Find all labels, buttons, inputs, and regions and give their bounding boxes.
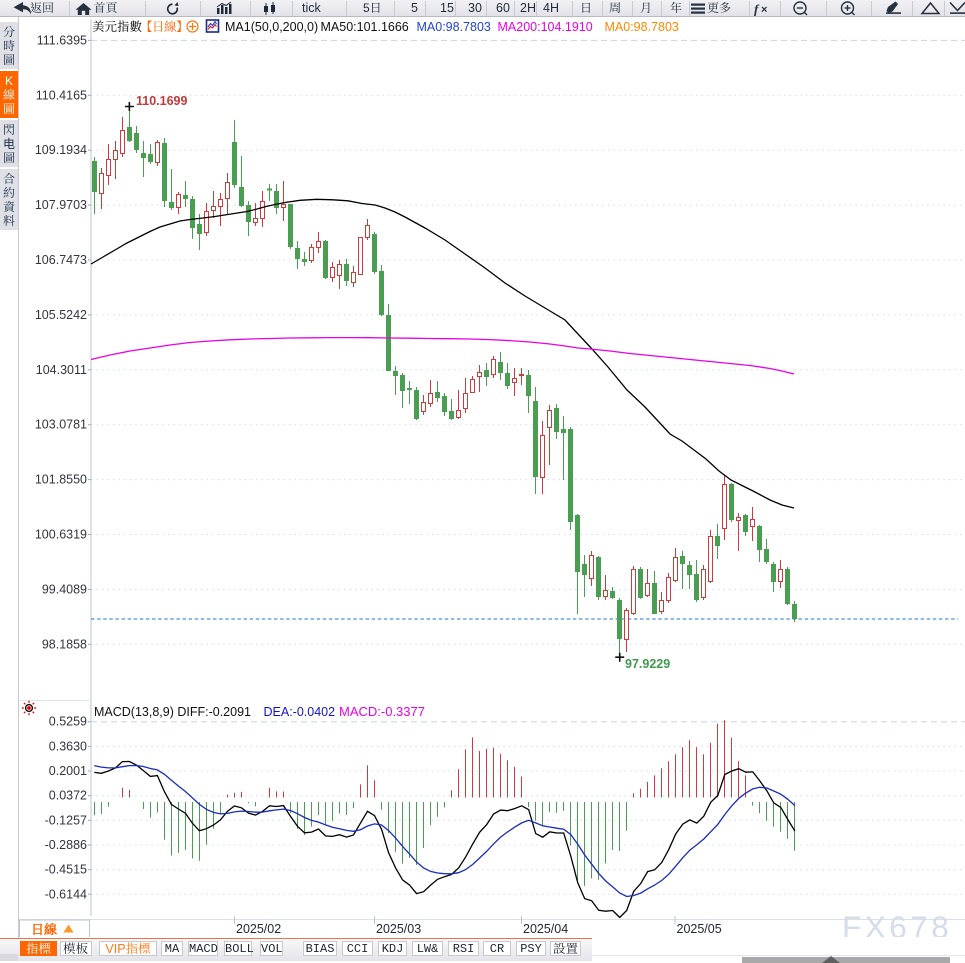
svg-text:日线: 日线 <box>31 922 57 937</box>
svg-text:DEA:-0.0402: DEA:-0.0402 <box>264 705 336 719</box>
svg-text:104.3011: 104.3011 <box>36 363 87 377</box>
svg-text:103.0781: 103.0781 <box>35 418 87 432</box>
svg-text:109.1934: 109.1934 <box>35 143 87 157</box>
svg-text:0.5259: 0.5259 <box>49 715 87 729</box>
svg-text:2025/05: 2025/05 <box>677 922 722 936</box>
svg-text:0.2001: 0.2001 <box>49 764 87 778</box>
svg-text:110.1699: 110.1699 <box>136 94 187 108</box>
svg-text:-0.6144: -0.6144 <box>45 887 87 901</box>
svg-text:98.1858: 98.1858 <box>42 637 87 651</box>
svg-text:f: f <box>754 2 760 17</box>
svg-text:99.4089: 99.4089 <box>42 582 87 596</box>
svg-text:美元指数: 美元指数 <box>92 20 143 34</box>
svg-text:MACD:-0.3377: MACD:-0.3377 <box>339 704 425 719</box>
svg-text:【日线】: 【日线】 <box>140 20 189 34</box>
svg-text:MACD(13,8,9) DIFF:-0.2091: MACD(13,8,9) DIFF:-0.2091 <box>94 705 251 719</box>
svg-text:-0.2886: -0.2886 <box>45 838 87 852</box>
svg-text:×: × <box>761 4 767 16</box>
svg-text:106.7473: 106.7473 <box>35 253 87 267</box>
svg-text:100.6319: 100.6319 <box>35 528 87 542</box>
svg-text:MA200:104.1910: MA200:104.1910 <box>498 20 593 34</box>
svg-text:2025/03: 2025/03 <box>376 922 421 936</box>
svg-text:MA0:98.7803: MA0:98.7803 <box>417 20 491 34</box>
svg-text:111.6395: 111.6395 <box>37 33 87 47</box>
svg-text:FX678: FX678 <box>842 909 952 937</box>
svg-text:0.3630: 0.3630 <box>49 739 87 753</box>
svg-text:110.4165: 110.4165 <box>36 88 87 102</box>
svg-text:2025/04: 2025/04 <box>523 922 568 936</box>
svg-text:101.8550: 101.8550 <box>35 473 87 487</box>
svg-text:-0.1257: -0.1257 <box>45 813 87 827</box>
svg-text:105.5242: 105.5242 <box>35 308 87 322</box>
svg-text:MA50:101.1666: MA50:101.1666 <box>321 20 409 34</box>
svg-text:2025/02: 2025/02 <box>236 922 281 936</box>
svg-text:0.0372: 0.0372 <box>49 789 87 803</box>
svg-text:107.9703: 107.9703 <box>35 198 87 212</box>
svg-text:MA1(50,0,200,0): MA1(50,0,200,0) <box>225 20 318 34</box>
svg-text:MA0:98.7803: MA0:98.7803 <box>605 20 679 34</box>
svg-text:97.9229: 97.9229 <box>625 657 670 671</box>
svg-text:-0.4515: -0.4515 <box>45 863 87 877</box>
